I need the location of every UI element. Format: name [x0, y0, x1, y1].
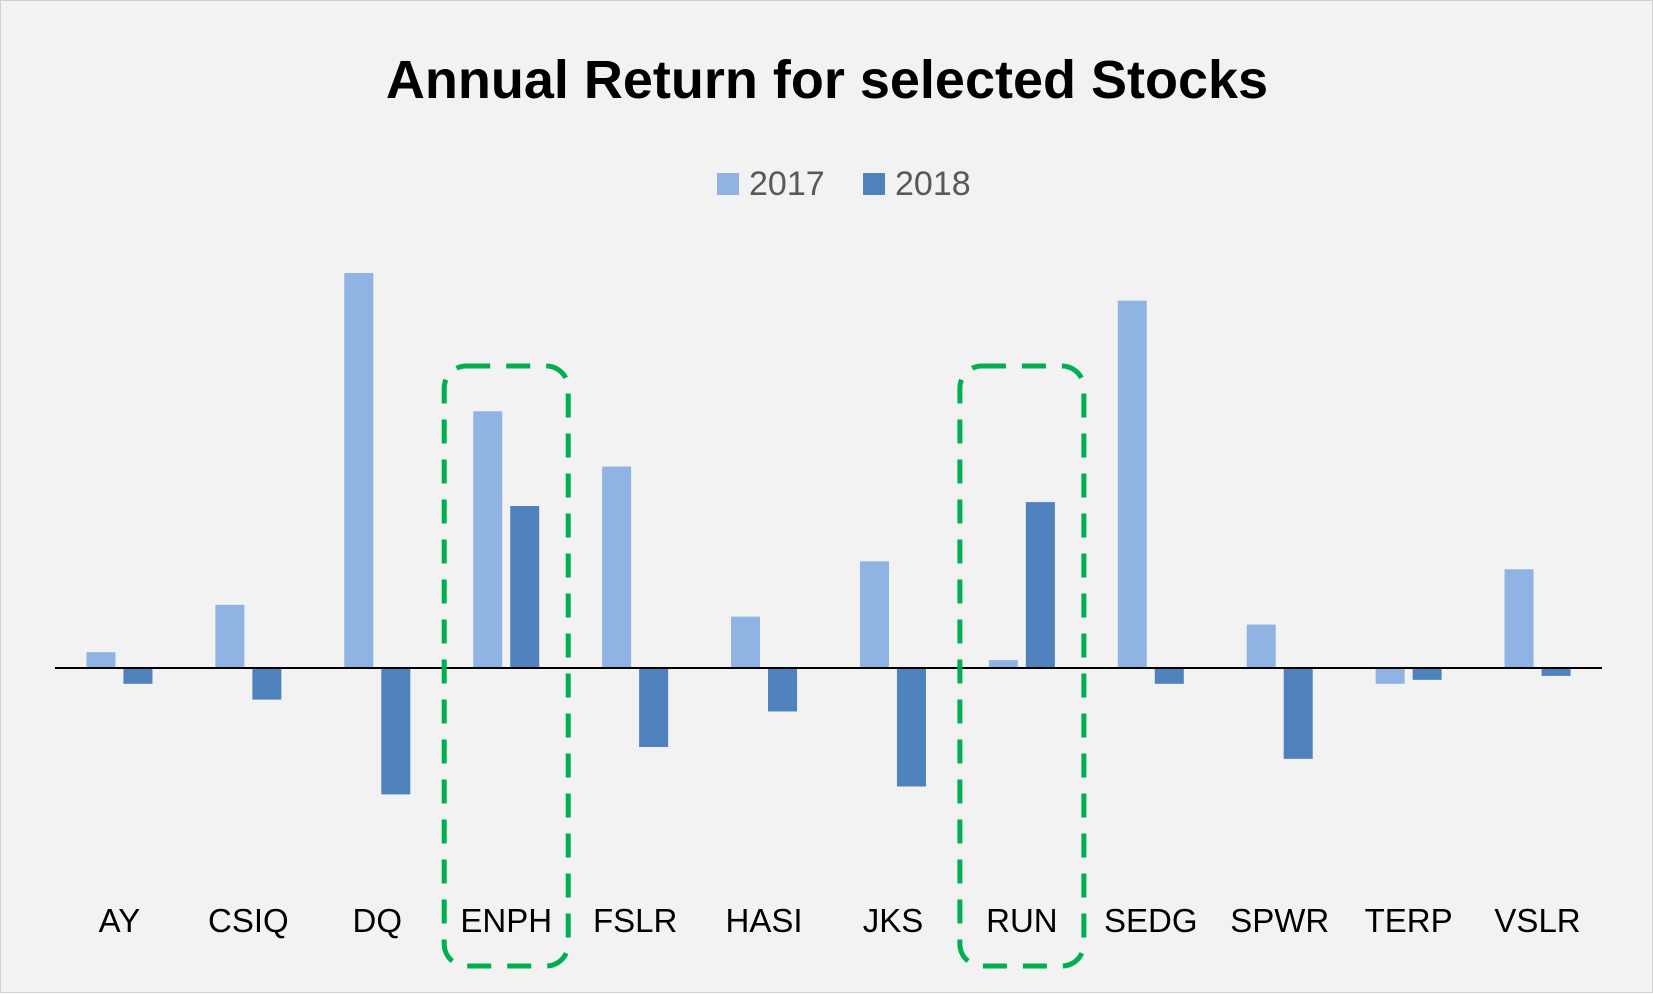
- legend-swatch-2018: [863, 173, 885, 195]
- bar-DQ-2018: [381, 668, 411, 795]
- bar-SPWR-2018: [1283, 668, 1313, 759]
- bar-TERP-2018: [1412, 668, 1442, 680]
- category-label-TERP: TERP: [1365, 902, 1453, 939]
- category-label-JKS: JKS: [863, 902, 924, 939]
- bar-DQ-2017: [344, 273, 374, 668]
- bar-HASI-2018: [768, 668, 798, 712]
- bar-JKS-2018: [896, 668, 926, 787]
- category-label-FSLR: FSLR: [593, 902, 677, 939]
- legend: 2017 2018: [717, 165, 971, 203]
- bar-VSLR-2017: [1504, 569, 1534, 668]
- category-label-HASI: HASI: [726, 902, 803, 939]
- bar-FSLR-2018: [639, 668, 669, 747]
- bar-RUN-2017: [988, 660, 1018, 668]
- bar-TERP-2017: [1375, 668, 1405, 684]
- category-label-VSLR: VSLR: [1494, 902, 1580, 939]
- category-labels: AY CSIQ DQ ENPH FSLR HASI JKS RUN SEDG SPWR TERP VS…: [99, 902, 1581, 939]
- legend-label-2018: 2018: [895, 165, 971, 203]
- bar-JKS-2017: [859, 561, 889, 668]
- highlight-boxes: [441, 363, 1087, 969]
- category-label-RUN: RUN: [986, 902, 1058, 939]
- category-label-ENPH: ENPH: [460, 902, 552, 939]
- category-label-SPWR: SPWR: [1230, 902, 1329, 939]
- chart-title: Annual Return for selected Stocks: [386, 50, 1268, 110]
- bar-ENPH-2018: [510, 506, 540, 668]
- category-label-CSIQ: CSIQ: [208, 902, 289, 939]
- bar-FSLR-2017: [602, 466, 632, 668]
- bars: [86, 273, 1571, 795]
- bar-SPWR-2017: [1246, 624, 1276, 668]
- bar-AY-2017: [86, 652, 116, 668]
- highlight-box-RUN: [957, 363, 1087, 969]
- category-label-AY: AY: [99, 902, 141, 939]
- highlight-box-ENPH: [441, 363, 571, 969]
- bar-VSLR-2018: [1541, 668, 1571, 676]
- category-label-DQ: DQ: [353, 902, 403, 939]
- bar-CSIQ-2017: [215, 604, 245, 668]
- bar-CSIQ-2018: [252, 668, 282, 700]
- bar-AY-2018: [123, 668, 153, 684]
- bar-ENPH-2017: [473, 411, 503, 668]
- bar-SEDG-2018: [1154, 668, 1184, 684]
- bar-RUN-2018: [1025, 502, 1055, 668]
- bar-HASI-2017: [731, 616, 761, 668]
- bar-SEDG-2017: [1117, 300, 1147, 668]
- category-label-SEDG: SEDG: [1104, 902, 1198, 939]
- legend-swatch-2017: [717, 173, 739, 195]
- legend-label-2017: 2017: [749, 165, 825, 203]
